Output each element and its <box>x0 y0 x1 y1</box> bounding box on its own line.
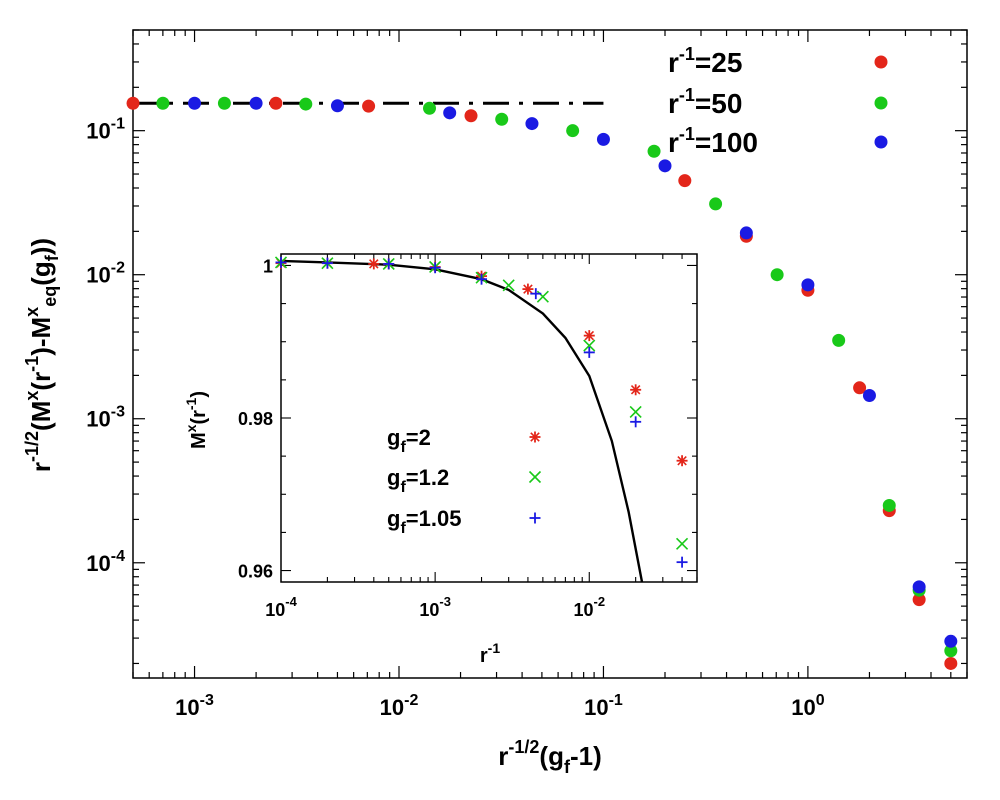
legend-marker-0 <box>874 55 888 69</box>
inset-y-tick-label-1: 0.98 <box>238 409 273 429</box>
main-point-s0-10 <box>944 656 958 670</box>
inset-y-tick-label-2: 1 <box>263 256 273 276</box>
main-point-s2-0 <box>188 96 202 110</box>
main-point-s1-0 <box>156 96 170 110</box>
inset-point-s2-0 <box>275 256 287 268</box>
x-tick-label-1: 10-2 <box>380 692 419 720</box>
main-point-s0-3 <box>464 109 478 123</box>
inset-x-tick-label-0: 10-4 <box>265 594 297 620</box>
inset-plot: 10-4 10-3 10-2 0.96 0.98 1 r-1 Mx(r-1) gf=2 gf=1.… <box>183 252 699 667</box>
inset-point-s1-9-d2 <box>675 537 689 550</box>
main-point-s0-4 <box>678 174 692 188</box>
inset-x-axis-title: r-1 <box>480 640 500 667</box>
inset-legend-label-2: gf=1.05 <box>387 506 461 537</box>
inset-x-tick-label-1: 10-3 <box>419 594 451 620</box>
inset-point-s1-7 <box>583 339 596 352</box>
inset-point-s0-8-d2 <box>630 385 641 395</box>
inset-point-s2-3 <box>429 262 441 274</box>
main-point-s2-7 <box>739 226 753 240</box>
inset-point-s1-8 <box>629 405 642 418</box>
inset-point-s2-6 <box>583 346 595 358</box>
main-point-s2-6 <box>658 159 672 173</box>
main-point-s2-3 <box>443 106 457 120</box>
main-point-s1-5 <box>566 124 580 138</box>
inset-point-s0-6 <box>522 283 534 295</box>
main-point-s2-9 <box>862 389 876 403</box>
main-point-s0-2 <box>362 99 376 113</box>
y-tick-label-1: 10-3 <box>86 404 125 432</box>
main-point-s1-9 <box>832 333 846 347</box>
main-point-s1-1 <box>217 96 231 110</box>
inset-point-s2-5 <box>530 288 542 300</box>
main-point-s1-10 <box>882 498 896 512</box>
inset-point-s0-6-d2 <box>523 284 533 294</box>
y-tick-label-0: 10-4 <box>86 548 125 576</box>
inset-point-s1-7-d2 <box>583 339 596 352</box>
inset-point-s0-9 <box>676 455 688 467</box>
inset-point-s0-7 <box>583 330 595 342</box>
inset-point-s2-7 <box>630 416 642 428</box>
x-tick-label-2: 10-1 <box>584 692 623 720</box>
inset-legend-label-0: gf=2 <box>387 425 431 456</box>
main-point-s1-2 <box>299 97 313 111</box>
inset-y-axis-title: Mx(r-1) <box>183 391 210 449</box>
inset-point-s0-7-d2 <box>584 330 595 341</box>
inset-legend-marker-1-d2 <box>528 470 542 484</box>
y-tick-label-2: 10-2 <box>86 260 125 288</box>
x-tick-label-0: 10-3 <box>175 692 214 720</box>
main-point-s0-9 <box>912 593 926 607</box>
inset-point-s2-4 <box>476 273 488 285</box>
main-plot: 10-3 10-2 10-1 100 10-4 10-3 10-2 10-1 r-1/2(gf-… <box>22 29 968 777</box>
main-point-s1-8 <box>770 268 784 282</box>
main-point-s0-1 <box>269 96 283 110</box>
inset-legend-marker-1 <box>528 470 542 484</box>
inset-background <box>279 252 699 584</box>
inset-point-s1-9 <box>675 537 689 550</box>
inset-y-tick-label-0: 0.96 <box>238 562 273 582</box>
x-axis-title: r-1/2(gf-1) <box>498 737 601 777</box>
inset-point-s1-5 <box>502 279 515 292</box>
main-point-s2-5 <box>596 132 610 146</box>
main-point-s1-6 <box>647 144 661 158</box>
y-tick-label-3: 10-1 <box>86 116 125 144</box>
inset-x-tick-label-2: 10-2 <box>573 594 605 620</box>
main-point-s2-4 <box>525 117 539 131</box>
inset-legend-marker-2 <box>529 512 541 524</box>
inset-point-s1-6-d2 <box>536 290 549 303</box>
x-tick-label-3: 100 <box>791 692 824 720</box>
inset-point-s0-2-d2 <box>369 259 379 269</box>
legend-marker-2 <box>874 135 888 149</box>
legend-marker-1 <box>874 96 888 110</box>
inset-point-s0-8 <box>630 384 642 396</box>
main-point-s1-3 <box>423 101 437 115</box>
main-point-s2-1 <box>249 96 263 110</box>
inset-legend-marker-0-d2 <box>530 432 540 442</box>
y-axis-title: r-1/2(Mx(r-1)-Mxeq(gf)) <box>22 238 62 472</box>
main-plot-frame <box>132 29 968 679</box>
inset-point-s2-1 <box>321 257 333 269</box>
inset-point-s2-8 <box>676 556 688 568</box>
inset-legend-label-1: gf=1.2 <box>387 465 449 496</box>
main-point-s1-7 <box>709 197 723 211</box>
inset-point-s1-5-d2 <box>502 279 515 292</box>
main-point-s1-12 <box>944 644 958 658</box>
inset-point-s0-2 <box>368 258 380 270</box>
main-point-s2-2 <box>330 99 344 113</box>
legend-label-0: r-1=25 <box>668 44 742 78</box>
inset-point-s1-8-d2 <box>629 405 642 418</box>
inset-point-s2-2 <box>383 258 395 270</box>
legend-label-2: r-1=100 <box>668 124 758 158</box>
main-point-s1-4 <box>495 112 509 126</box>
main-point-s2-10 <box>912 580 926 594</box>
main-point-s0-0 <box>126 96 140 110</box>
main-point-s2-11 <box>944 634 958 648</box>
legend-label-1: r-1=50 <box>668 85 742 119</box>
inset-point-s0-9-d2 <box>677 455 687 466</box>
main-point-s2-8 <box>801 278 815 292</box>
main-point-s0-7 <box>853 381 867 395</box>
inset-legend-marker-0 <box>529 431 541 443</box>
